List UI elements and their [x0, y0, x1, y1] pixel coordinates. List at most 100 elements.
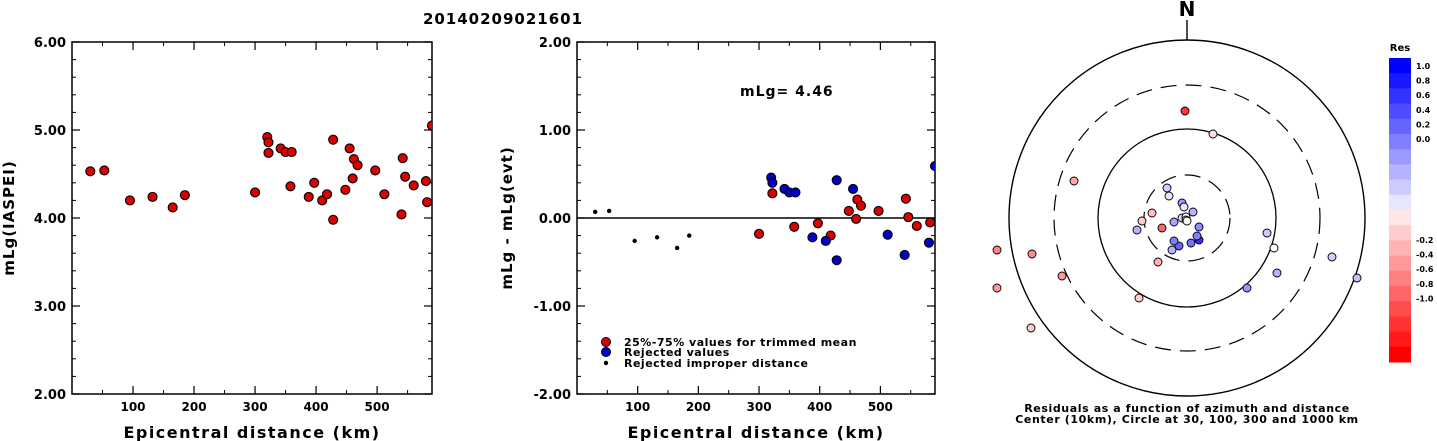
colorbar-block	[1389, 103, 1411, 120]
y-tick-label: 3.00	[34, 300, 66, 315]
legend-label: Rejected improper distance	[624, 357, 808, 370]
y-tick-label: 5.00	[34, 124, 66, 139]
y-tick-label: 1.00	[539, 124, 571, 139]
station-residual-point	[1327, 252, 1337, 262]
station-residual-point	[1137, 216, 1147, 226]
x-tick-label: 100	[120, 400, 145, 414]
residual-colorbar: Res 1.0 0.8 0.6 0.4 0.2 0.0 -0.2 -0.4 -0.6 -0.8 -1.…	[1389, 43, 1434, 363]
rejected-distance-point	[632, 238, 637, 244]
colorbar-block	[1389, 194, 1411, 211]
station-residual-point	[1186, 238, 1196, 248]
x-tick-label: 300	[747, 400, 772, 414]
colorbar-label: -0.6	[1416, 265, 1434, 274]
data-point	[303, 191, 314, 202]
rejected-distance-point	[654, 235, 660, 240]
colorbar-label: 0.2	[1416, 120, 1430, 129]
data-point	[147, 191, 158, 202]
colorbar-block	[1389, 149, 1411, 165]
colorbar-block	[1389, 210, 1411, 226]
data-point	[379, 189, 390, 200]
data-point	[843, 205, 854, 217]
data-point	[767, 188, 778, 199]
station-residual-point	[1272, 268, 1282, 278]
data-point	[340, 184, 351, 195]
residual-vs-distance-panel: 100 200 300 400 500 -2.00 -1.00 0.00 1.00 2.00 Epi…	[498, 36, 936, 441]
station-residual-point	[1134, 293, 1144, 303]
station-residual-point	[1269, 243, 1279, 253]
azimuth-distance-polar-panel: N Residuals as a function of azimuth and …	[992, 0, 1402, 426]
data-point	[250, 187, 261, 198]
polar-caption-line2: Center (10km), Circle at 30, 100, 300 an…	[1015, 413, 1359, 426]
data-point	[422, 197, 432, 208]
data-points	[85, 120, 432, 225]
colorbar-block	[1389, 301, 1411, 317]
data-point	[179, 190, 190, 201]
plot-frame	[71, 41, 433, 395]
magnitude-vs-distance-panel: 100 200 300 400 500 2.00 3.00 4.00 5.00 6.00 Epice…	[0, 36, 433, 441]
colorbar-label: 0.6	[1416, 91, 1431, 100]
data-point	[420, 175, 431, 187]
colorbar-block	[1389, 134, 1411, 150]
data-point	[286, 146, 297, 158]
station-residual-point	[1169, 217, 1179, 227]
x-tick-label: 100	[625, 400, 650, 414]
rejected-distance-point	[593, 209, 598, 215]
station-residual-point	[1242, 283, 1252, 293]
y-tick-label: 4.00	[34, 212, 66, 227]
station-residual-point	[992, 245, 1002, 255]
data-point	[790, 187, 801, 198]
colorbar-block	[1389, 58, 1411, 74]
data-point	[767, 177, 778, 188]
station-residual-point	[1182, 216, 1192, 226]
data-points	[593, 161, 935, 266]
colorbar-block	[1389, 255, 1411, 272]
data-point	[328, 214, 339, 225]
data-point	[285, 181, 296, 192]
data-point	[344, 143, 355, 154]
colorbar-block	[1389, 164, 1411, 181]
colorbar-block	[1389, 118, 1411, 135]
station-residual-point	[1167, 245, 1177, 255]
data-point	[851, 213, 862, 224]
station-residual-point	[1180, 106, 1190, 116]
station-residual-point	[1169, 236, 1179, 246]
colorbar-block	[1389, 346, 1411, 363]
data-point	[99, 165, 110, 176]
data-point	[309, 177, 320, 188]
data-point	[400, 171, 411, 182]
legend-marker	[603, 360, 609, 366]
y-tick-label: 2.00	[539, 36, 571, 51]
ring-300km	[1053, 84, 1321, 352]
data-point	[426, 120, 432, 131]
data-point	[328, 134, 339, 145]
colorbar-label: 1.0	[1416, 62, 1431, 71]
data-point	[167, 202, 178, 213]
station-residual-point	[1069, 176, 1079, 186]
station-residual-point	[1164, 191, 1174, 201]
y-axis-label: mLg(IASPEI)	[0, 160, 18, 275]
y-tick-label: 0.00	[539, 212, 571, 227]
colorbar-block	[1389, 240, 1411, 257]
data-point	[322, 189, 333, 200]
colorbar-block	[1389, 73, 1411, 89]
y-tick-label: -2.00	[534, 388, 571, 403]
colorbar-block	[1389, 179, 1411, 196]
station-residual-point	[1147, 208, 1157, 218]
data-point	[85, 166, 96, 177]
data-point	[352, 160, 363, 171]
x-axis-label: Epicentral distance (km)	[123, 423, 380, 441]
data-point	[396, 209, 407, 220]
legend-marker	[601, 337, 611, 347]
x-tick-label: 500	[868, 400, 893, 414]
station-residual-point	[1208, 129, 1218, 139]
data-point	[347, 173, 358, 184]
x-tick-label: 400	[304, 400, 329, 414]
colorbar-block	[1389, 316, 1411, 333]
data-point	[925, 217, 935, 228]
rejected-distance-point	[674, 245, 680, 251]
data-point	[903, 212, 914, 223]
colorbar-block	[1389, 88, 1411, 105]
data-point	[807, 232, 818, 243]
station-residual-point	[1188, 207, 1198, 217]
data-point	[899, 249, 910, 261]
